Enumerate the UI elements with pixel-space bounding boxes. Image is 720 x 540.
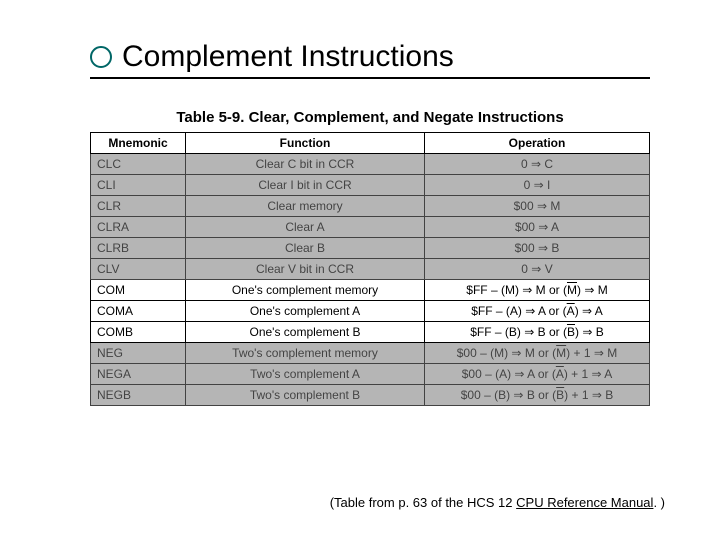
cell-operation: 0 ⇒ V — [425, 259, 650, 280]
table-row: NEGBTwo's complement B$00 – (B) ⇒ B or (… — [91, 385, 650, 406]
table-row: CLRClear memory$00 ⇒ M — [91, 196, 650, 217]
header-mnemonic: Mnemonic — [91, 133, 186, 154]
table-row: CLCClear C bit in CCR0 ⇒ C — [91, 154, 650, 175]
cell-operation: $00 – (B) ⇒ B or (B) + 1 ⇒ B — [425, 385, 650, 406]
cell-operation: $00 ⇒ M — [425, 196, 650, 217]
table-row: COMOne's complement memory$FF – (M) ⇒ M … — [91, 280, 650, 301]
citation-link[interactable]: CPU Reference Manual — [516, 495, 653, 510]
cell-function: One's complement memory — [186, 280, 425, 301]
table-caption: Table 5-9. Clear, Complement, and Negate… — [90, 109, 650, 126]
cell-mnemonic: NEG — [91, 343, 186, 364]
cell-mnemonic: CLR — [91, 196, 186, 217]
cell-mnemonic: COMA — [91, 301, 186, 322]
table-row: COMAOne's complement A$FF – (A) ⇒ A or (… — [91, 301, 650, 322]
header-operation: Operation — [425, 133, 650, 154]
citation-prefix: (Table from p. 63 of the HCS 12 — [330, 495, 516, 510]
cell-operation: $00 ⇒ B — [425, 238, 650, 259]
cell-function: Two's complement memory — [186, 343, 425, 364]
cell-function: Two's complement B — [186, 385, 425, 406]
cell-operation: 0 ⇒ C — [425, 154, 650, 175]
cell-function: Clear V bit in CCR — [186, 259, 425, 280]
table-row: NEGATwo's complement A$00 – (A) ⇒ A or (… — [91, 364, 650, 385]
cell-mnemonic: CLRB — [91, 238, 186, 259]
bullet-icon — [90, 46, 112, 68]
cell-function: One's complement A — [186, 301, 425, 322]
title-row: Complement Instructions — [90, 40, 650, 74]
cell-mnemonic: NEGB — [91, 385, 186, 406]
table-wrap: Table 5-9. Clear, Complement, and Negate… — [90, 109, 650, 406]
table-row: CLRAClear A$00 ⇒ A — [91, 217, 650, 238]
cell-function: One's complement B — [186, 322, 425, 343]
table-header-row: Mnemonic Function Operation — [91, 133, 650, 154]
table-row: CLRBClear B$00 ⇒ B — [91, 238, 650, 259]
cell-operation: $FF – (B) ⇒ B or (B) ⇒ B — [425, 322, 650, 343]
cell-function: Clear memory — [186, 196, 425, 217]
title-underline — [90, 77, 650, 79]
cell-function: Clear I bit in CCR — [186, 175, 425, 196]
cell-mnemonic: CLI — [91, 175, 186, 196]
table-row: CLVClear V bit in CCR0 ⇒ V — [91, 259, 650, 280]
cell-mnemonic: COMB — [91, 322, 186, 343]
cell-function: Clear C bit in CCR — [186, 154, 425, 175]
table-row: CLIClear I bit in CCR0 ⇒ I — [91, 175, 650, 196]
table-row: NEGTwo's complement memory$00 – (M) ⇒ M … — [91, 343, 650, 364]
cell-operation: 0 ⇒ I — [425, 175, 650, 196]
citation-suffix: . ) — [653, 495, 665, 510]
cell-mnemonic: NEGA — [91, 364, 186, 385]
cell-operation: $00 – (A) ⇒ A or (A) + 1 ⇒ A — [425, 364, 650, 385]
cell-function: Clear A — [186, 217, 425, 238]
cell-operation: $00 – (M) ⇒ M or (M) + 1 ⇒ M — [425, 343, 650, 364]
slide-title: Complement Instructions — [122, 40, 454, 74]
cell-mnemonic: CLV — [91, 259, 186, 280]
citation: (Table from p. 63 of the HCS 12 CPU Refe… — [330, 495, 665, 510]
instruction-table: Mnemonic Function Operation CLCClear C b… — [90, 132, 650, 406]
cell-mnemonic: CLC — [91, 154, 186, 175]
cell-operation: $FF – (A) ⇒ A or (A) ⇒ A — [425, 301, 650, 322]
table-row: COMBOne's complement B$FF – (B) ⇒ B or (… — [91, 322, 650, 343]
cell-function: Two's complement A — [186, 364, 425, 385]
slide: Complement Instructions Table 5-9. Clear… — [0, 0, 720, 540]
cell-mnemonic: CLRA — [91, 217, 186, 238]
cell-mnemonic: COM — [91, 280, 186, 301]
cell-operation: $00 ⇒ A — [425, 217, 650, 238]
header-function: Function — [186, 133, 425, 154]
cell-operation: $FF – (M) ⇒ M or (M) ⇒ M — [425, 280, 650, 301]
cell-function: Clear B — [186, 238, 425, 259]
